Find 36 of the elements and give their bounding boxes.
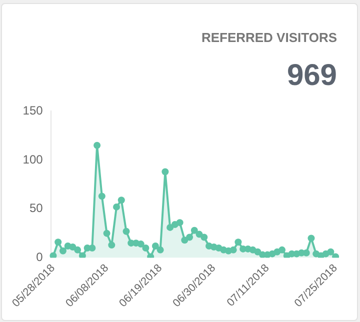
point [234,238,242,246]
point [74,246,82,254]
y-tick-label: 150 [22,104,44,118]
point [308,234,315,242]
point [142,244,150,252]
point [108,242,116,249]
chart-subtitle: 969 [286,59,337,93]
point [122,228,130,235]
point [94,142,101,149]
point [59,247,66,254]
point [54,238,62,246]
point [88,244,96,252]
point [152,242,159,250]
point [137,240,144,248]
point [113,203,120,210]
y-tick-label: 0 [36,250,44,264]
point [190,226,198,234]
point [302,249,310,256]
point [162,168,169,176]
point [50,252,57,258]
point [200,234,208,241]
point [69,243,76,250]
point [118,196,125,204]
point [98,192,106,200]
point [166,224,174,231]
point [176,219,184,226]
point [278,246,286,254]
point [78,252,86,258]
point [156,246,164,254]
point [103,230,110,237]
chart-title: REFERRED VISITORS [201,30,337,45]
point [186,234,194,241]
point [230,246,237,254]
point [327,248,334,256]
y-tick-label: 50 [29,201,44,216]
y-tick-label: 100 [22,152,44,166]
